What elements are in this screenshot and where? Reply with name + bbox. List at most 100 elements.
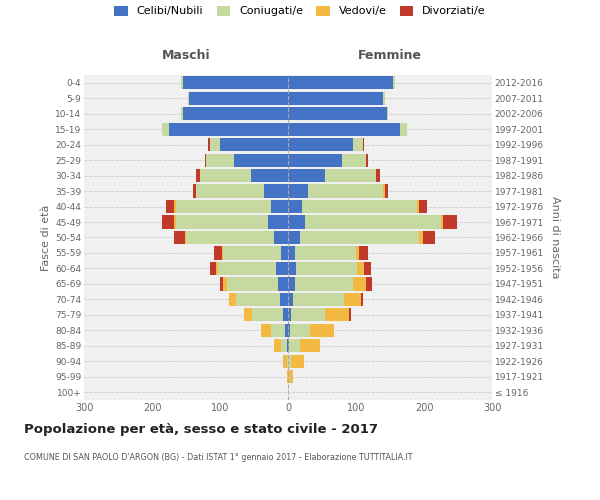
Bar xyxy=(196,169,200,182)
Bar xyxy=(244,308,252,322)
Bar xyxy=(296,262,358,275)
Bar xyxy=(287,370,288,384)
Bar xyxy=(288,293,293,306)
Bar xyxy=(222,246,223,260)
Bar xyxy=(162,122,169,136)
Bar xyxy=(233,154,288,166)
Bar xyxy=(169,122,288,136)
Bar xyxy=(182,76,288,90)
Bar xyxy=(196,184,264,198)
Bar xyxy=(288,308,292,322)
Bar xyxy=(288,324,290,337)
Bar xyxy=(344,293,361,306)
Bar xyxy=(419,200,427,213)
Bar xyxy=(175,200,176,213)
Bar xyxy=(288,370,289,384)
Bar xyxy=(252,308,283,322)
Bar xyxy=(383,184,385,198)
Bar xyxy=(292,354,304,368)
Bar xyxy=(208,138,210,151)
Bar xyxy=(280,293,288,306)
Bar xyxy=(353,278,366,290)
Bar xyxy=(288,169,325,182)
Bar xyxy=(386,107,388,120)
Legend: Celibi/Nubili, Coniugati/e, Vedovi/e, Divorziati/e: Celibi/Nubili, Coniugati/e, Vedovi/e, Di… xyxy=(115,6,485,16)
Bar xyxy=(325,169,376,182)
Bar xyxy=(359,246,368,260)
Bar xyxy=(261,324,271,337)
Bar xyxy=(308,184,383,198)
Y-axis label: Fasce di età: Fasce di età xyxy=(41,204,51,270)
Bar xyxy=(227,278,278,290)
Bar xyxy=(274,231,288,244)
Bar xyxy=(214,246,222,260)
Bar xyxy=(376,169,380,182)
Bar xyxy=(190,92,288,105)
Bar xyxy=(288,107,386,120)
Bar xyxy=(302,200,417,213)
Bar xyxy=(210,138,220,151)
Bar xyxy=(288,354,292,368)
Bar xyxy=(289,340,299,352)
Bar xyxy=(283,354,287,368)
Bar xyxy=(366,278,371,290)
Bar xyxy=(211,262,216,275)
Bar xyxy=(271,324,284,337)
Bar xyxy=(361,293,364,306)
Bar xyxy=(176,200,271,213)
Bar xyxy=(383,92,385,105)
Bar xyxy=(325,308,349,322)
Bar xyxy=(288,278,295,290)
Bar xyxy=(284,324,288,337)
Text: Maschi: Maschi xyxy=(161,50,211,62)
Bar xyxy=(188,92,190,105)
Bar xyxy=(295,246,356,260)
Bar xyxy=(363,138,364,151)
Bar xyxy=(364,262,371,275)
Bar xyxy=(305,216,441,228)
Bar xyxy=(288,184,308,198)
Bar xyxy=(205,154,206,166)
Bar xyxy=(175,231,185,244)
Text: COMUNE DI SAN PAOLO D'ARGON (BG) - Dati ISTAT 1° gennaio 2017 - Elaborazione TUT: COMUNE DI SAN PAOLO D'ARGON (BG) - Dati … xyxy=(24,452,413,462)
Bar xyxy=(299,340,320,352)
Bar xyxy=(236,293,280,306)
Bar xyxy=(343,154,366,166)
Bar xyxy=(223,246,281,260)
Bar xyxy=(218,262,276,275)
Bar xyxy=(166,200,175,213)
Bar xyxy=(287,340,288,352)
Bar xyxy=(162,216,175,228)
Bar xyxy=(441,216,443,228)
Bar xyxy=(175,216,176,228)
Bar xyxy=(288,76,394,90)
Bar xyxy=(443,216,457,228)
Bar xyxy=(288,231,300,244)
Bar xyxy=(264,184,288,198)
Text: Popolazione per età, sesso e stato civile - 2017: Popolazione per età, sesso e stato civil… xyxy=(24,422,378,436)
Bar xyxy=(220,138,288,151)
Bar xyxy=(295,278,353,290)
Bar xyxy=(422,231,435,244)
Bar xyxy=(400,122,407,136)
Bar xyxy=(288,92,383,105)
Bar xyxy=(283,308,288,322)
Bar xyxy=(274,340,281,352)
Bar xyxy=(181,76,182,90)
Bar xyxy=(182,107,288,120)
Bar xyxy=(288,340,289,352)
Bar xyxy=(186,231,274,244)
Bar xyxy=(287,354,288,368)
Bar xyxy=(292,308,325,322)
Bar xyxy=(353,138,363,151)
Bar xyxy=(185,231,186,244)
Bar xyxy=(193,184,196,198)
Bar xyxy=(281,340,287,352)
Bar xyxy=(276,262,288,275)
Bar xyxy=(288,138,353,151)
Bar xyxy=(268,216,288,228)
Bar xyxy=(251,169,288,182)
Bar xyxy=(310,324,334,337)
Bar xyxy=(358,262,364,275)
Bar xyxy=(417,200,419,213)
